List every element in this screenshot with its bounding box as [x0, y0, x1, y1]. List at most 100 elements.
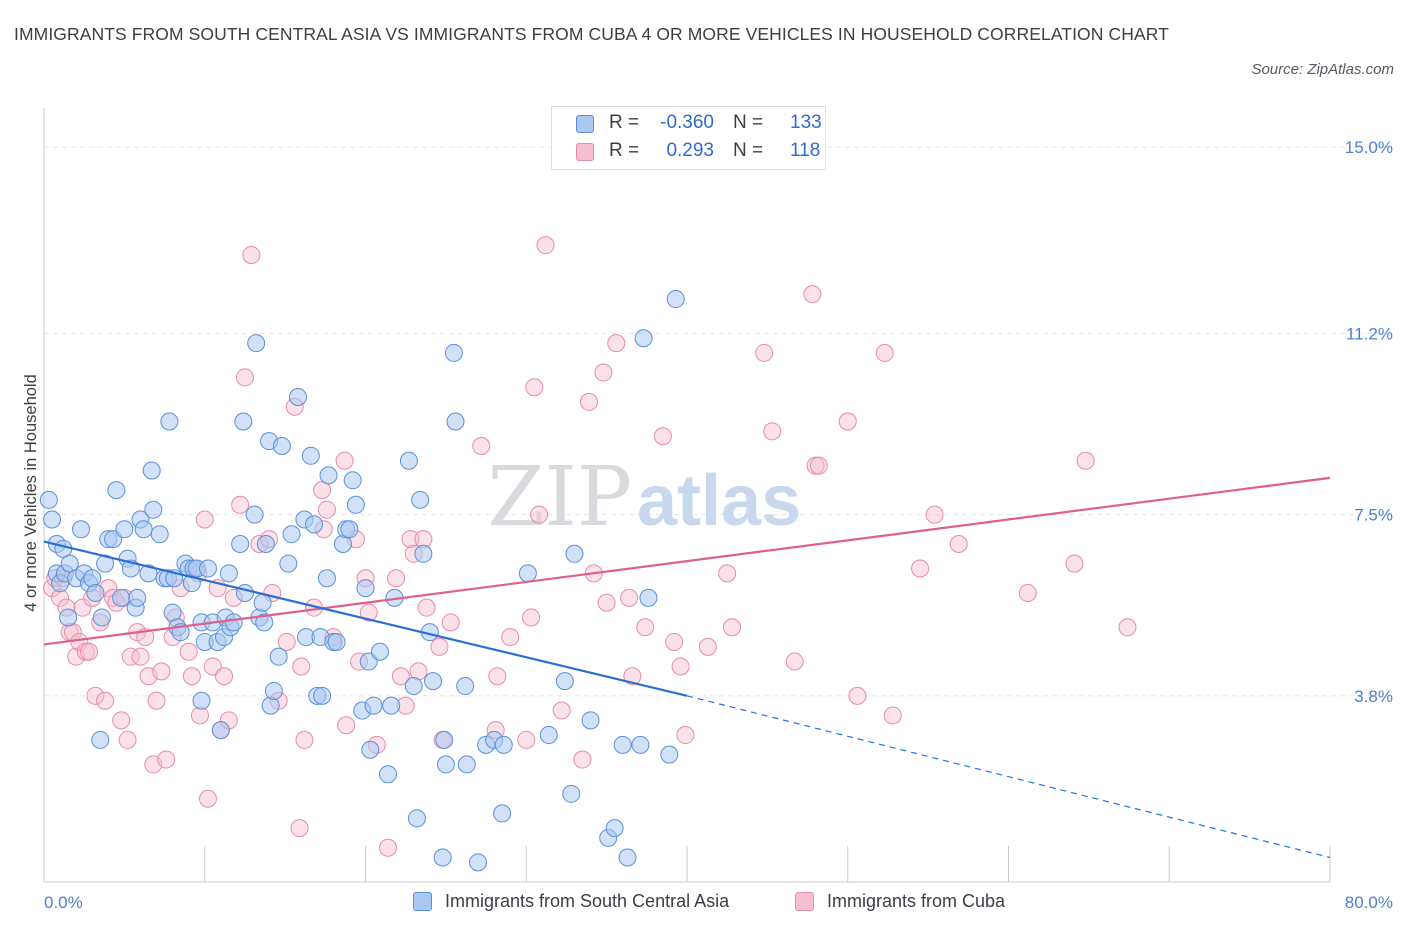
watermark: ZIP atlas — [487, 450, 801, 545]
south-central-asia-point — [631, 735, 650, 754]
cuba-point — [536, 236, 555, 255]
cuba-trend-line — [43, 476, 1331, 646]
cuba-point — [359, 603, 378, 622]
cuba-point — [182, 667, 201, 686]
cuba-point — [235, 368, 254, 387]
south-central-asia-point — [305, 515, 324, 534]
cuba-point — [676, 726, 695, 745]
cuba-point — [73, 598, 92, 617]
legend-label: Immigrants from Cuba — [827, 891, 1006, 911]
watermark-zip: ZIP — [487, 450, 632, 545]
trend-lines — [43, 476, 1331, 859]
south-central-asia-point — [139, 564, 158, 583]
south-central-asia-point — [198, 559, 217, 578]
south-central-asia-point — [59, 608, 78, 627]
y-tick-label: 11.2% — [1346, 324, 1393, 343]
cuba-point — [215, 667, 234, 686]
y-axis-title: 4 or more Vehicles in Household — [22, 374, 40, 612]
cuba-point — [552, 701, 571, 720]
cuba-point — [803, 285, 822, 304]
cuba-point — [401, 530, 420, 549]
south-central-asia-point — [224, 613, 243, 632]
south-central-asia-point — [565, 544, 584, 563]
south-central-asia-point — [444, 343, 463, 362]
south-central-asia-point — [211, 721, 230, 740]
south-central-asia-point — [666, 290, 685, 309]
cuba-point — [198, 789, 217, 808]
south-central-asia-point — [327, 632, 346, 651]
south-central-asia-point — [83, 569, 102, 588]
south-central-asia-point — [112, 588, 131, 607]
south-central-asia-point — [256, 534, 275, 553]
south-central-asia-point — [142, 461, 161, 480]
south-central-asia-point — [86, 583, 105, 602]
cuba-point — [242, 245, 261, 264]
south-central-asia-point — [424, 672, 443, 691]
cuba-point — [607, 334, 626, 353]
south-central-asia-point — [370, 642, 389, 661]
cuba-point — [179, 642, 198, 661]
cuba-point — [488, 667, 507, 686]
cuba-point — [949, 534, 968, 553]
cuba-point — [379, 838, 398, 857]
cuba-point — [387, 569, 406, 588]
n-value: 118 — [790, 140, 821, 161]
south-central-asia-point — [634, 329, 653, 348]
cuba-point — [653, 427, 672, 446]
cuba-point — [522, 608, 541, 627]
cuba-point — [665, 632, 684, 651]
cuba-point — [501, 628, 520, 647]
south-central-asia-point — [613, 735, 632, 754]
correlation-legend: R = -0.360 N = 133 R = 0.293 N = 118 — [551, 106, 826, 170]
south-central-asia-point — [411, 490, 430, 509]
south-central-asia-point — [605, 819, 624, 838]
legend-swatch-blue — [413, 892, 432, 911]
south-central-asia-point — [272, 437, 291, 456]
south-central-asia-point — [288, 388, 307, 407]
south-central-asia-point — [555, 672, 574, 691]
south-central-asia-point — [255, 613, 274, 632]
south-central-asia-point — [150, 525, 169, 544]
tick-labels: 3.8% 7.5% 11.2% 15.0% 0.0% 80.0% — [44, 138, 1393, 912]
south-central-asia-point — [43, 510, 62, 529]
south-central-asia-point — [518, 564, 537, 583]
y-tick-label: 15.0% — [1345, 138, 1393, 157]
cuba-point — [391, 667, 410, 686]
south-central-asia-point — [364, 696, 383, 715]
cuba-point — [277, 632, 296, 651]
south-central-asia-point — [144, 500, 163, 519]
cuba-point — [131, 647, 150, 666]
south-central-asia-point — [407, 809, 426, 828]
south-central-asia-point — [247, 334, 266, 353]
cuba-point — [1118, 618, 1137, 637]
cuba-point — [530, 505, 549, 524]
cuba-point — [231, 495, 250, 514]
south-central-asia-point — [457, 755, 476, 774]
n-value: 133 — [790, 112, 822, 133]
cuba-point — [335, 451, 354, 470]
cuba-point — [1065, 554, 1084, 573]
south-central-asia-point — [253, 593, 272, 612]
south-central-asia-point — [404, 677, 423, 696]
cuba-point — [718, 564, 737, 583]
cuba-point — [623, 667, 642, 686]
x-tick-label: 80.0% — [1345, 893, 1393, 912]
south-central-asia-point — [301, 446, 320, 465]
south-central-asia-point — [231, 534, 250, 553]
y-tick-label: 3.8% — [1354, 687, 1393, 706]
cuba-point — [96, 691, 115, 710]
south-central-asia-point — [346, 495, 365, 514]
r-value: 0.293 — [666, 140, 714, 161]
chart-title: IMMIGRANTS FROM SOUTH CENTRAL ASIA VS IM… — [14, 24, 1169, 44]
watermark-atlas: atlas — [637, 461, 801, 541]
south-central-asia-point — [356, 579, 375, 598]
legend-swatch-pink — [795, 892, 814, 911]
cuba-point — [112, 711, 131, 730]
cuba-point — [723, 618, 742, 637]
south-central-asia-trend-extension — [686, 695, 1331, 859]
cuba-point — [472, 437, 491, 456]
legend-swatch-blue — [576, 115, 594, 133]
south-central-asia-point — [343, 471, 362, 490]
south-central-asia-point — [282, 525, 301, 544]
